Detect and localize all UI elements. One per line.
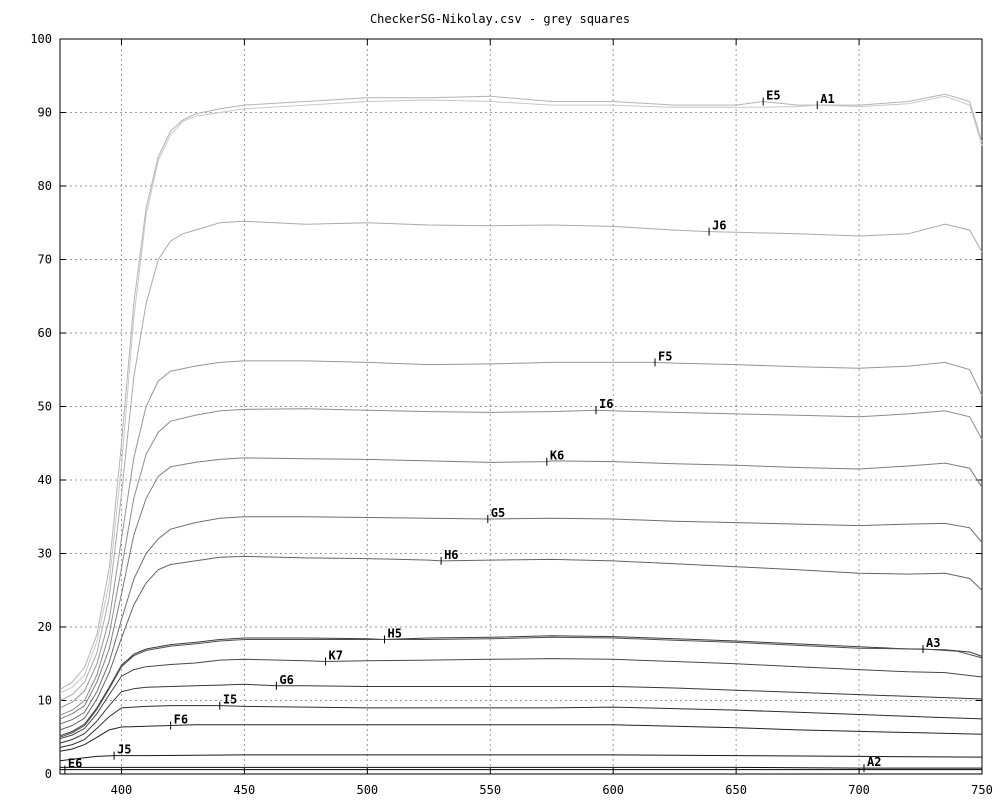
series-label-j5: J5 (117, 743, 131, 757)
y-tick-label: 90 (38, 106, 52, 120)
series-line-f6 (59, 724, 983, 752)
series-line-h6 (59, 555, 983, 731)
y-tick-label: 100 (30, 32, 52, 46)
series-labels: E5 A1 J6 F5 I6 K6 G5 H6 H5 A3 K7 G6 I5 F6 J5 A2 E6 (64, 88, 940, 774)
series-label-e6: E6 (68, 757, 82, 771)
y-tick-label: 0 (45, 767, 52, 781)
y-tick-label: 40 (38, 473, 52, 487)
y-tick-label: 50 (38, 400, 52, 414)
x-tick-label: 500 (356, 783, 378, 797)
series-label-f5: F5 (658, 349, 672, 363)
x-tick-label: 600 (602, 783, 624, 797)
x-tick-label: 400 (111, 783, 133, 797)
chart-title: CheckerSG-Nikolay.csv - grey squares (369, 12, 631, 26)
series-line-j5 (59, 754, 983, 762)
plot-frame (59, 38, 983, 775)
series-line-e5 (59, 93, 983, 690)
series-label-h5: H5 (388, 626, 402, 640)
series-label-a1: A1 (820, 92, 834, 106)
x-tick-label: 750 (971, 783, 993, 797)
series-line-g5 (59, 516, 983, 725)
series-line-i5 (59, 705, 983, 748)
x-tick-label: 550 (479, 783, 501, 797)
grid (60, 39, 982, 774)
series-label-a2: A2 (867, 755, 881, 769)
series-label-k6: K6 (550, 449, 564, 463)
series-label-h6: H6 (444, 548, 458, 562)
y-tick-label: 80 (38, 179, 52, 193)
x-tick-labels: 400 450 500 550 600 650 700 750 (111, 783, 993, 797)
y-tick-label: 30 (38, 547, 52, 561)
series-line-k6 (59, 457, 983, 720)
series-label-g6: G6 (279, 673, 293, 687)
series-line-a1 (59, 95, 983, 694)
series-label-e5: E5 (766, 88, 780, 102)
axes (59, 38, 983, 775)
series-label-k7: K7 (329, 649, 343, 663)
y-tick-labels: 0 10 20 30 40 50 60 70 80 90 100 (30, 32, 52, 781)
series-line-k7 (59, 658, 983, 740)
y-tick-label: 60 (38, 326, 52, 340)
series-line-f5 (59, 360, 983, 709)
y-tick-label: 20 (38, 620, 52, 634)
series-label-g5: G5 (491, 506, 505, 520)
series-line-a2 (60, 766, 982, 769)
series-label-f6: F6 (174, 712, 188, 726)
series-label-i6: I6 (599, 397, 613, 411)
series-label-j6: J6 (712, 219, 726, 233)
x-tick-label: 650 (725, 783, 747, 797)
y-tick-label: 10 (38, 694, 52, 708)
series-line-i6 (59, 408, 983, 716)
x-tick-label: 700 (848, 783, 870, 797)
series-label-a3: A3 (926, 636, 940, 650)
x-tick-label: 450 (234, 783, 256, 797)
series-lines (59, 93, 983, 771)
series-line-j6 (59, 220, 983, 701)
series-line-a3 (59, 636, 983, 738)
series-label-i5: I5 (223, 693, 237, 707)
series-line-h5 (59, 635, 983, 737)
y-tick-label: 70 (38, 253, 52, 267)
